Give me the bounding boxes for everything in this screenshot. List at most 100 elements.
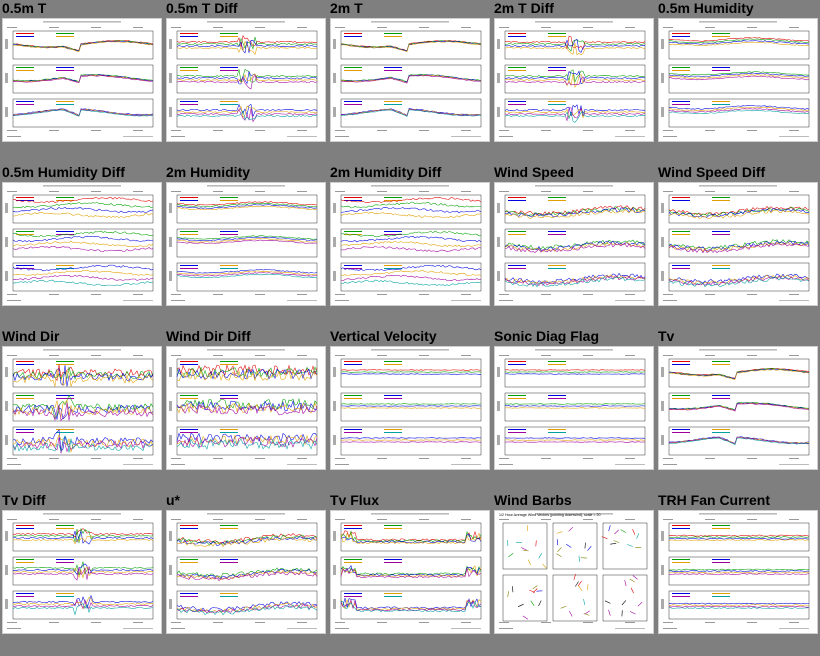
series-line: [340, 533, 482, 544]
series-line: [504, 242, 646, 253]
plot-cell: 0.5m Humidity Diff: [0, 164, 164, 328]
series-line: [340, 75, 482, 84]
series-line: [12, 561, 154, 575]
series-line: [176, 434, 318, 446]
series-line: [340, 245, 482, 253]
series-line: [668, 275, 810, 286]
series-line: [557, 547, 562, 553]
series-line: [340, 530, 482, 543]
plot-thumbnail[interactable]: [330, 510, 490, 634]
series-line: [629, 611, 636, 615]
series-line: [340, 405, 482, 407]
series-line: [504, 111, 645, 123]
plot-title: 0.5m T: [2, 0, 47, 16]
series-line: [176, 438, 318, 450]
series-line: [12, 435, 154, 453]
series-line: [608, 525, 611, 532]
plot-thumbnail[interactable]: [330, 18, 490, 142]
plot-cell: 0.5m Humidity: [656, 0, 820, 164]
plot-title: Wind Speed: [494, 164, 574, 180]
series-line: [529, 589, 535, 593]
series-line: [532, 585, 538, 590]
series-line: [176, 110, 318, 120]
series-line: [630, 587, 634, 594]
plot-thumbnail[interactable]: [494, 346, 654, 470]
series-line: [340, 564, 482, 576]
plot-thumbnail[interactable]: [2, 18, 162, 142]
series-line: [669, 107, 810, 111]
plot-cell: u*: [164, 492, 328, 656]
series-line: [504, 35, 646, 50]
plot-thumbnail[interactable]: [494, 18, 654, 142]
plot-thumbnail[interactable]: [166, 346, 326, 470]
series-line: [341, 74, 481, 83]
series-line: [624, 580, 627, 587]
plot-thumbnail[interactable]: [494, 182, 654, 306]
series-line: [12, 365, 154, 387]
series-line: [668, 110, 810, 115]
plot-thumbnail[interactable]: [658, 182, 818, 306]
plot-title: Wind Barbs: [494, 492, 572, 508]
plot-cell: 2m T: [328, 0, 492, 164]
series-line: [668, 105, 810, 110]
series-line: [668, 568, 810, 571]
series-line: [176, 400, 318, 412]
plot-thumbnail[interactable]: [330, 346, 490, 470]
series-line: [340, 40, 481, 51]
plot-cell: Tv Diff: [0, 492, 164, 656]
plot-thumbnail[interactable]: [166, 510, 326, 634]
series-line: [669, 41, 810, 47]
plot-graphic: [5, 21, 154, 137]
series-line: [176, 270, 317, 276]
series-line: [568, 526, 574, 532]
series-line: [614, 529, 620, 535]
series-line: [522, 549, 529, 552]
series-line: [176, 70, 318, 85]
series-line: [340, 567, 482, 579]
plot-thumbnail[interactable]: 1/2 Hour Average Wind Vectors (pointing …: [494, 510, 654, 634]
series-line: [12, 196, 154, 203]
series-line: [669, 75, 810, 81]
series-line: [340, 201, 481, 209]
series-line: [668, 38, 810, 43]
series-line: [575, 581, 579, 587]
series-line: [504, 274, 646, 285]
series-line: [177, 73, 318, 83]
plot-thumbnail[interactable]: [2, 510, 162, 634]
series-line: [668, 571, 810, 574]
plot-thumbnail[interactable]: [330, 182, 490, 306]
series-line: [176, 36, 318, 50]
series-line: [668, 239, 810, 249]
series-line: [504, 240, 646, 251]
series-line: [668, 402, 809, 411]
series-line: [340, 241, 482, 248]
plot-title: Tv Diff: [2, 492, 46, 508]
series-line: [668, 402, 810, 411]
series-line: [340, 599, 482, 612]
plot-thumbnail[interactable]: [658, 346, 818, 470]
plot-cell: TRH Fan Current: [656, 492, 820, 656]
plot-thumbnail[interactable]: [2, 182, 162, 306]
plot-thumbnail[interactable]: [658, 510, 818, 634]
series-line: [504, 208, 645, 219]
plot-title: Wind Speed Diff: [658, 164, 766, 180]
plot-thumbnail[interactable]: [166, 182, 326, 306]
series-line: [604, 600, 611, 604]
plot-thumbnail[interactable]: [166, 18, 326, 142]
plot-graphic: [333, 185, 482, 301]
series-line: [12, 364, 154, 382]
series-line: [668, 74, 810, 79]
plot-cell: 0.5m T: [0, 0, 164, 164]
plot-title: Wind Dir Diff: [166, 328, 251, 344]
series-line: [556, 553, 562, 558]
plot-title: Vertical Velocity: [330, 328, 437, 344]
plot-thumbnail[interactable]: [2, 346, 162, 470]
plot-title: 2m Humidity: [166, 164, 251, 180]
series-line: [542, 563, 547, 569]
series-line: [504, 42, 646, 56]
series-line: [668, 607, 810, 609]
series-line: [517, 603, 524, 607]
plot-thumbnail[interactable]: [658, 18, 818, 142]
series-line: [504, 439, 645, 441]
plot-graphic: [169, 513, 318, 629]
